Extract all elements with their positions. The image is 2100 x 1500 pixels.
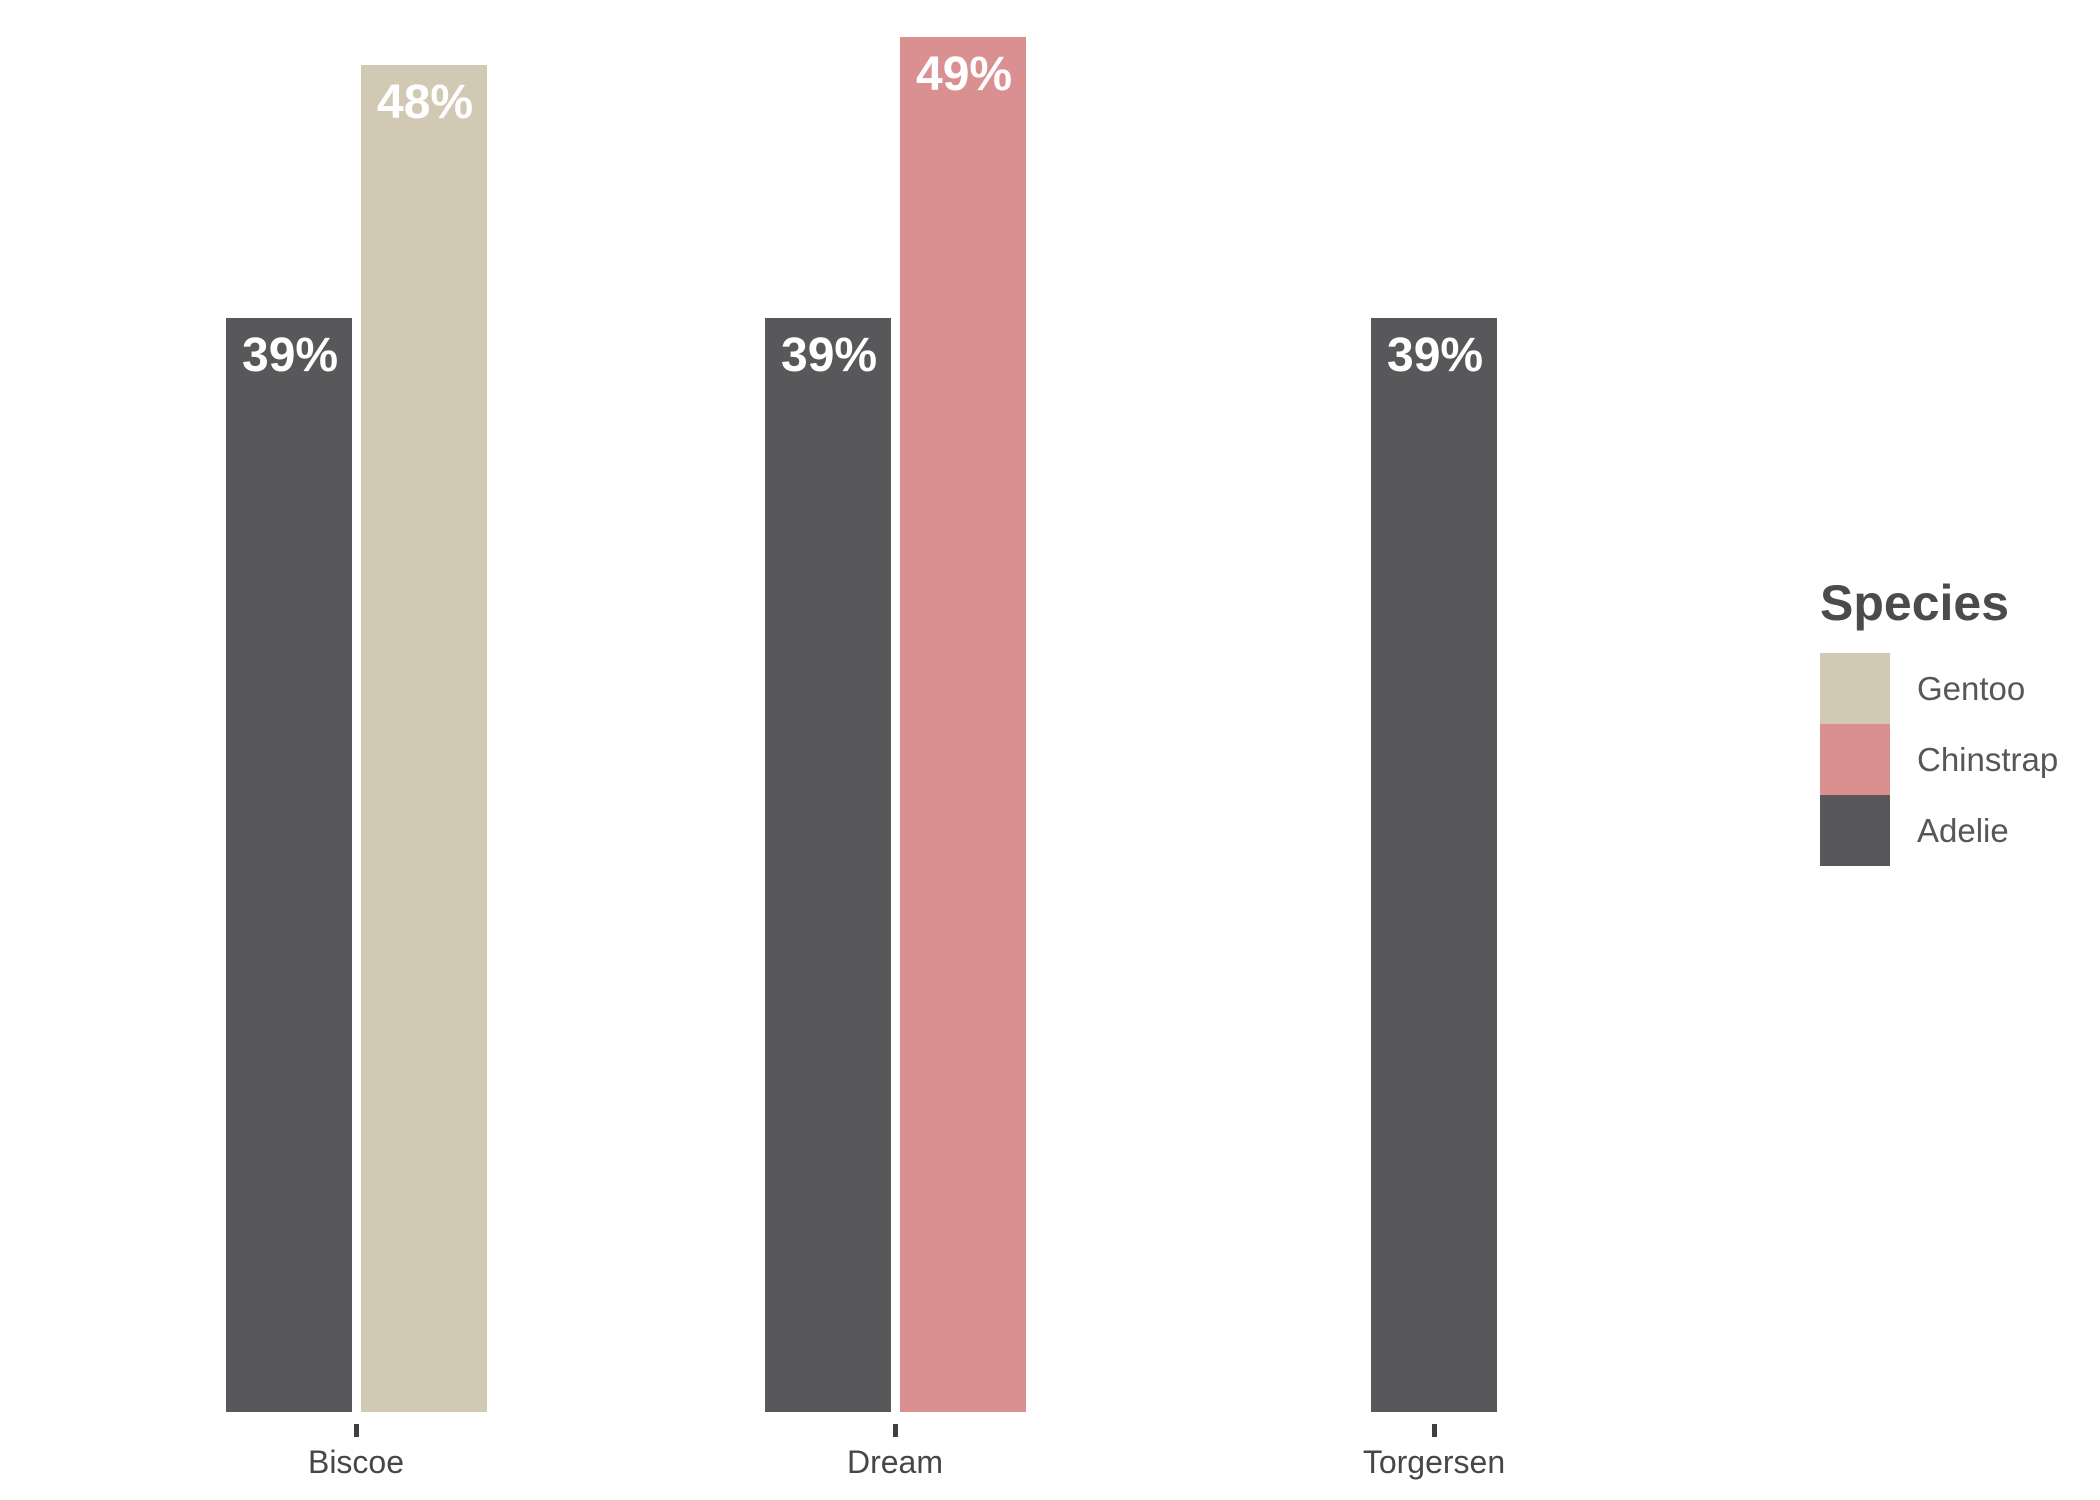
x-axis-tick-torgersen xyxy=(1432,1424,1437,1437)
bar-chinstrap-dream: 49% xyxy=(900,37,1026,1412)
legend-entries: Gentoo Chinstrap Adelie xyxy=(1820,653,2058,866)
legend-key-gentoo xyxy=(1820,653,1890,724)
legend: Species Gentoo Chinstrap Adelie xyxy=(1820,573,2058,866)
legend-item-adelie: Adelie xyxy=(1820,795,2058,866)
bar-value-label: 48% xyxy=(377,76,474,129)
legend-item-gentoo: Gentoo xyxy=(1820,653,2058,724)
x-axis-tick-dream xyxy=(893,1424,898,1437)
legend-label-gentoo: Gentoo xyxy=(1917,669,2026,707)
x-axis-label-dream: Dream xyxy=(846,1444,944,1480)
bar-gentoo-biscoe: 48% xyxy=(361,65,487,1412)
bar-value-label: 39% xyxy=(1387,329,1484,382)
bar-adelie-biscoe: 39% xyxy=(226,318,352,1412)
x-axis-label-biscoe: Biscoe xyxy=(307,1444,405,1480)
x-axis-tick-biscoe xyxy=(354,1424,359,1437)
bar-adelie-dream: 39% xyxy=(765,318,891,1412)
legend-label-adelie: Adelie xyxy=(1917,811,2009,849)
legend-label-chinstrap: Chinstrap xyxy=(1917,740,2059,778)
bar-value-label: 49% xyxy=(916,48,1013,101)
bar-value-label: 39% xyxy=(781,329,878,382)
legend-item-chinstrap: Chinstrap xyxy=(1820,724,2058,795)
legend-key-adelie xyxy=(1820,795,1890,866)
bar-adelie-torgersen: 39% xyxy=(1371,318,1497,1412)
x-axis-label-torgersen: Torgersen xyxy=(1362,1444,1506,1480)
legend-key-chinstrap xyxy=(1820,724,1890,795)
legend-title: Species xyxy=(1820,575,2010,631)
bar-value-label: 39% xyxy=(242,329,339,382)
